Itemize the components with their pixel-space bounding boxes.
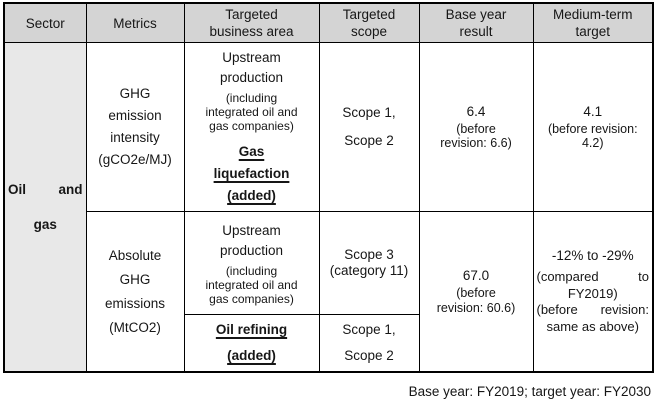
cell-business-oil-refining: Oil refining (added) <box>183 314 320 373</box>
target-fy2019-text: FY2019) <box>567 285 618 301</box>
cell-metrics-intensity: GHG emission intensity (gCO2e/MJ) <box>85 42 185 212</box>
sector-word-oil: Oil <box>8 182 27 197</box>
cell-scope-intensity: Scope 1, Scope 2 <box>318 42 420 212</box>
business-note-text-2: (including integrated oil and gas compan… <box>205 263 298 306</box>
target-same-as-above-text: same as above) <box>546 318 640 334</box>
target-before-left: (before <box>536 302 578 318</box>
sector-line-1: Oil and <box>8 172 83 207</box>
header-row: Sector Metrics Targeted business area Ta… <box>3 2 654 43</box>
header-base-year: Base year result <box>418 2 534 43</box>
row-ghg-intensity: Oil and gas GHG emission intensity (gCO2… <box>3 42 654 373</box>
base-note-intensity: (before revision: 6.6) <box>440 121 512 151</box>
target-range-text: -12% to -29% <box>551 247 634 263</box>
row-absolute-upper: Absolute GHG emissions (MtCO2) Upstream … <box>4 211 654 373</box>
business-main-text: Upstream production <box>219 49 284 85</box>
base-note-absolute: (before revision: 60.6) <box>436 286 516 315</box>
business-note-text: (including integrated oil and gas compan… <box>205 90 298 133</box>
cell-metrics-absolute: Absolute GHG emissions (MtCO2) <box>85 211 185 373</box>
cell-scope-1-2: Scope 1, Scope 2 <box>318 314 420 373</box>
cell-scope-3: Scope 3 (category 11) <box>318 211 420 315</box>
target-compared-left: (compared <box>536 269 599 285</box>
business-added-text: Gas liquefaction (added) <box>213 143 290 203</box>
sector-line-2: gas <box>33 217 57 232</box>
cell-target-absolute: -12% to -29% (compared to FY2019) (befor… <box>532 211 654 373</box>
header-metrics: Metrics <box>85 2 185 43</box>
target-before-right: revision: <box>600 302 649 318</box>
target-note-intensity: (before revision: 4.2) <box>547 121 638 151</box>
page: Sector Metrics Targeted business area Ta… <box>3 2 654 399</box>
cell-business-absolute-upstream: Upstream production (including integrate… <box>183 211 320 315</box>
header-scope: Targeted scope <box>318 2 420 43</box>
cell-business-intensity: Upstream production (including integrate… <box>183 42 320 212</box>
header-business-area: Targeted business area <box>183 2 320 43</box>
base-value-absolute: 67.0 <box>462 268 490 283</box>
scope-intensity-text: Scope 1, Scope 2 <box>342 105 396 148</box>
sector-label: Oil and gas <box>8 172 83 242</box>
scope-3-text: Scope 3 (category 11) <box>329 247 409 278</box>
scope-1-2-text: Scope 1, Scope 2 <box>342 322 396 363</box>
sector-word-and: and <box>58 182 83 197</box>
cell-sector-oil-and-gas: Oil and gas <box>3 42 87 373</box>
business-added-text-2: Oil refining (added) <box>215 322 288 363</box>
metrics-intensity-text: GHG emission intensity (gCO2e/MJ) <box>98 86 172 167</box>
target-compared-line: (compared to <box>537 269 650 286</box>
cell-target-intensity: 4.1 (before revision: 4.2) <box>532 42 654 212</box>
metrics-absolute-text: Absolute GHG emissions (MtCO2) <box>104 247 166 335</box>
business-main-text-2: Upstream production <box>219 222 284 258</box>
target-compared-right: to <box>638 269 649 285</box>
cell-base-intensity: 6.4 (before revision: 6.6) <box>418 42 534 212</box>
row-absolute-lower: Oil refining (added) Scope 1, Scope 2 <box>4 314 653 373</box>
emissions-target-table: Sector Metrics Targeted business area Ta… <box>3 2 654 373</box>
footnote-base-target-year: Base year: FY2019; target year: FY2030 <box>408 384 651 399</box>
header-target: Medium-term target <box>532 2 654 43</box>
target-value-intensity: 4.1 <box>583 103 603 119</box>
cell-base-absolute: 67.0 (before revision: 60.6) <box>418 211 534 373</box>
base-value-intensity: 6.4 <box>466 103 486 119</box>
target-before-revision-line: (before revision: <box>537 302 650 319</box>
header-sector: Sector <box>3 2 87 43</box>
